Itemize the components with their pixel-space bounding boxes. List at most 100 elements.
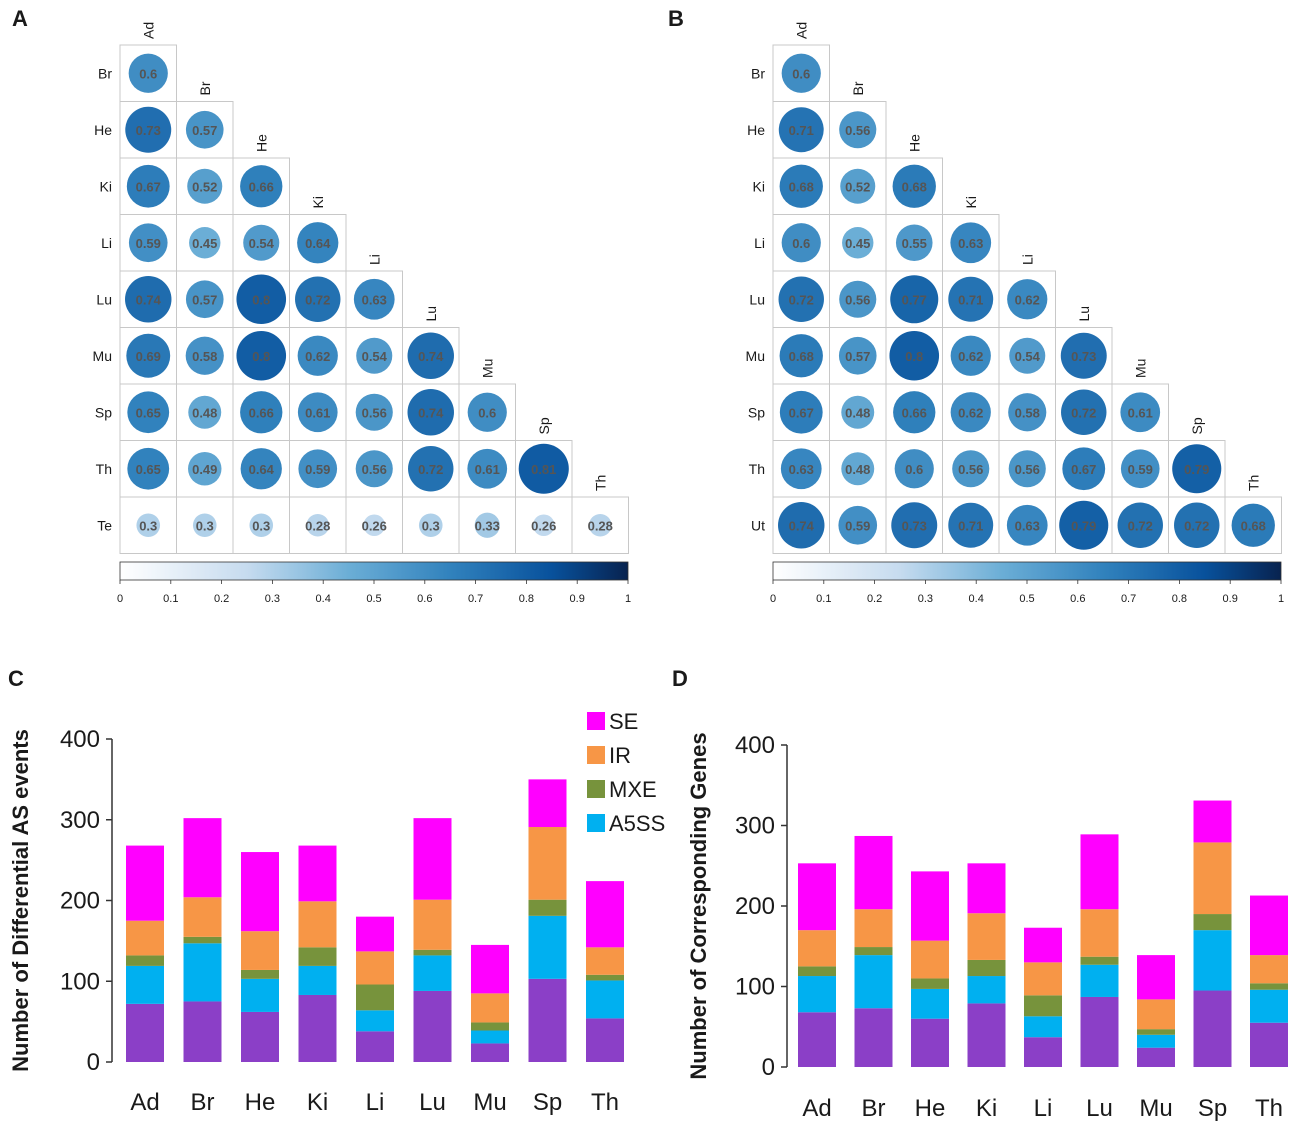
correlation-value: 0.56: [845, 123, 870, 138]
correlation-circle: [838, 336, 877, 375]
correlation-value: 0.45: [845, 236, 870, 251]
correlation-value: 0.26: [362, 518, 387, 533]
bar-segment-a5ss: [911, 988, 949, 1019]
bar-segment-base: [1250, 1022, 1288, 1067]
correlation-circle: [407, 389, 454, 436]
x-category-label: Th: [591, 1089, 619, 1116]
bar-segment-a5ss: [356, 1010, 394, 1032]
bar-segment-se: [528, 779, 567, 828]
correlation-circle: [532, 514, 555, 537]
row-label: Th: [96, 461, 112, 477]
bar-segment-base: [1137, 1047, 1175, 1067]
row-label: He: [747, 122, 765, 138]
colorbar-tick-label: 0.3: [918, 593, 933, 605]
correlation-circle: [243, 224, 280, 261]
correlation-circle: [779, 334, 823, 378]
correlation-value: 0.72: [1184, 518, 1209, 533]
x-category-label: Sp: [1198, 1095, 1227, 1121]
correlation-circle: [838, 505, 878, 545]
correlation-circle: [890, 275, 939, 324]
correlation-circle: [779, 164, 823, 208]
correlation-value: 0.49: [192, 462, 217, 477]
correlation-circle: [408, 446, 454, 492]
correlation-value: 0.48: [845, 405, 870, 420]
row-label: Mu: [746, 348, 765, 364]
correlation-circle: [1008, 393, 1047, 432]
bar-segment-se: [1024, 927, 1062, 963]
x-category-label: Sp: [533, 1089, 562, 1116]
correlation-value: 0.72: [1128, 518, 1153, 533]
correlation-value: 0.8: [252, 292, 270, 307]
correlation-circle: [1006, 504, 1048, 546]
bar-segment-se: [413, 818, 452, 900]
correlation-circle: [893, 391, 936, 434]
bar-segment-mxe: [1137, 1029, 1175, 1035]
bar-segment-se: [911, 871, 949, 941]
bar-segment-a5ss: [967, 976, 1006, 1004]
correlation-circle: [240, 391, 283, 434]
bar-segment-se: [798, 863, 836, 931]
row-label: He: [94, 122, 112, 138]
correlation-circle: [127, 391, 170, 434]
correlation-value: 0.58: [192, 349, 217, 364]
correlation-value: 0.79: [1071, 518, 1096, 533]
correlation-value: 0.64: [305, 236, 331, 251]
column-label: Br: [850, 81, 866, 95]
correlation-circle: [136, 513, 161, 538]
bar-segment-se: [967, 863, 1006, 914]
column-label: He: [253, 134, 269, 152]
row-label: Lu: [749, 291, 765, 307]
colorbar-tick-label: 0.6: [417, 593, 432, 605]
correlation-circle: [894, 449, 934, 489]
colorbar-tick-label: 0.6: [1070, 593, 1085, 605]
y-tick-label: 0: [87, 1049, 100, 1076]
bar-segment-base: [126, 1003, 164, 1062]
bar-segment-base: [471, 1043, 509, 1062]
colorbar-tick-label: 1: [625, 593, 631, 605]
column-label: Ad: [793, 22, 809, 39]
bar-segment-base: [1024, 1037, 1062, 1067]
correlation-circle: [185, 336, 224, 375]
correlation-circle: [840, 168, 876, 204]
correlation-circle: [950, 335, 991, 376]
row-label: Br: [98, 65, 112, 81]
column-label: Li: [366, 254, 382, 265]
panel-label-b: B: [668, 6, 684, 31]
bar-segment-mxe: [528, 899, 567, 916]
bar-segment-se: [298, 845, 337, 902]
stacked-bar-chart-genes: 0 100 200 300 400 Number of Corresponding Gen…: [686, 732, 1288, 1121]
bar-segment-a5ss: [1024, 1016, 1062, 1038]
colorbar-tick-label: 0.9: [570, 593, 585, 605]
correlation-value: 0.3: [252, 518, 270, 533]
correlation-value: 0.72: [418, 462, 443, 477]
correlation-value: 0.28: [588, 518, 613, 533]
correlation-circle: [128, 223, 168, 263]
correlation-value: 0.56: [1015, 462, 1040, 477]
bar-segment-base: [413, 990, 452, 1062]
correlation-circle: [188, 395, 222, 429]
correlation-circle: [1120, 449, 1160, 489]
correlation-value: 0.6: [792, 236, 810, 251]
bar-segment-base: [798, 1012, 836, 1067]
correlation-circle: [187, 168, 223, 204]
bar-segment-a5ss: [528, 915, 567, 979]
correlation-value: 0.26: [531, 518, 556, 533]
correlation-circle: [236, 330, 287, 381]
legend-label: MXE: [609, 777, 657, 802]
correlation-circle: [1007, 279, 1048, 320]
correlation-value: 0.73: [1071, 349, 1096, 364]
correlation-circle: [841, 395, 875, 429]
bar-segment-se: [183, 818, 222, 898]
correlation-circle: [240, 165, 283, 208]
correlation-circle: [842, 227, 874, 259]
bar-segment-a5ss: [1080, 964, 1119, 997]
correlation-value: 0.56: [958, 462, 983, 477]
correlation-value: 0.28: [305, 518, 330, 533]
correlation-value: 0.59: [136, 236, 161, 251]
correlation-value: 0.74: [789, 518, 815, 533]
legend-swatch: [587, 712, 605, 730]
correlation-circle: [126, 333, 171, 378]
correlation-circle: [895, 224, 933, 262]
bar-segment-base: [356, 1031, 394, 1062]
x-category-label: Mu: [473, 1089, 506, 1116]
